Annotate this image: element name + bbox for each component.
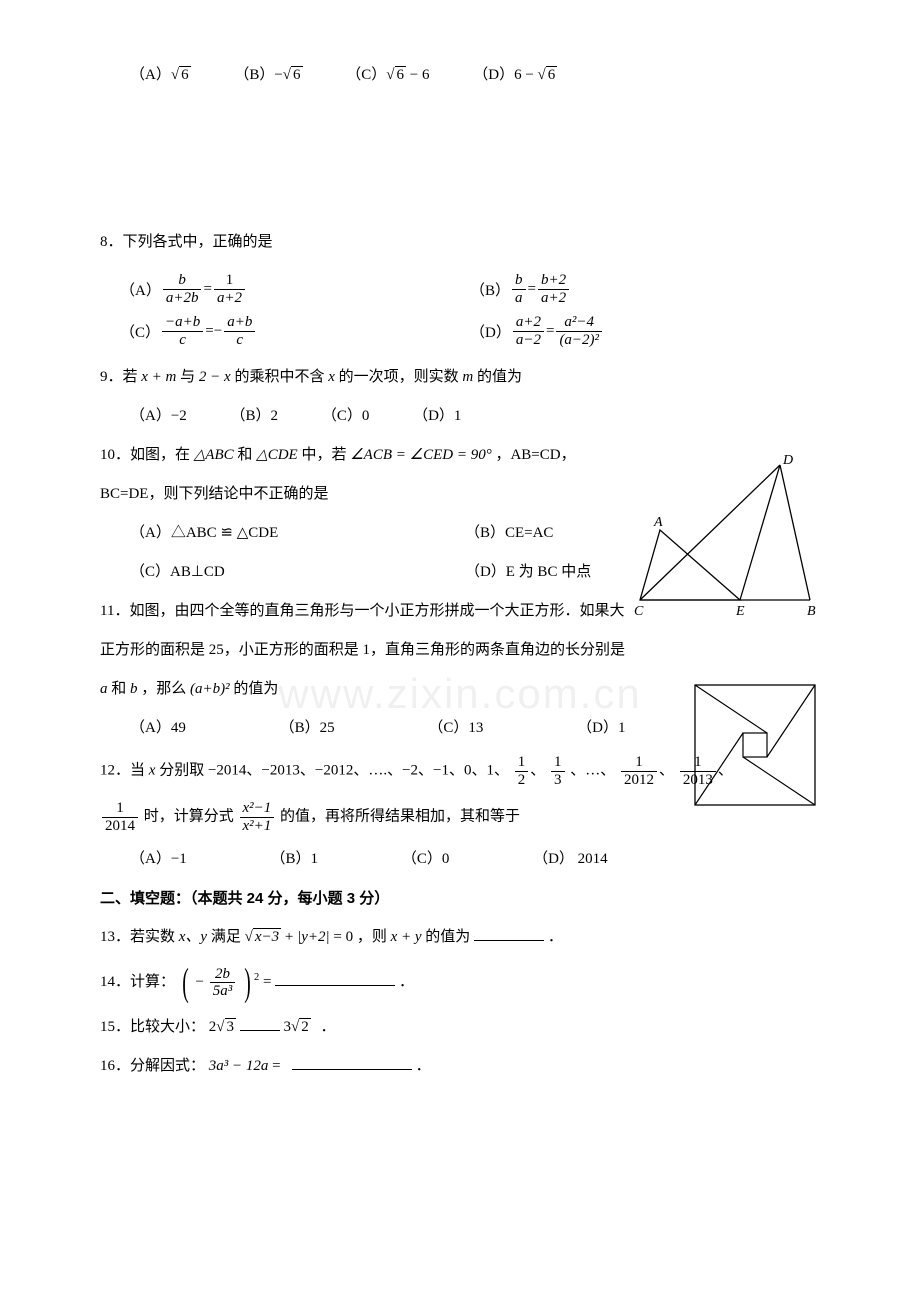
q7-options: （A）√6 （B）−√6 （C）√6 − 6 （D）6 − √6 (130, 62, 820, 89)
q16: 16．分解因式： 3a³ − 12a = ． (100, 1053, 820, 1080)
q14: 14．计算： ( − 2b5a³ )2 = ． (100, 963, 820, 1002)
q9-lead: 9．若 x + m 与 2 − x 的乘积中不含 x 的一次项，则实数 m 的值… (100, 364, 820, 391)
q8-B-label: （B） (470, 279, 510, 300)
q8-D-label: （D） (470, 321, 511, 342)
q9-opt-C: （C）0 (322, 403, 370, 430)
svg-text:A: A (653, 515, 663, 530)
svg-text:B: B (807, 604, 816, 619)
q11-opt-C: （C）13 (428, 715, 483, 742)
q11-opt-D: （D）1 (577, 715, 625, 742)
q11-opt-A: （A）49 (130, 715, 186, 742)
q16-blank[interactable] (292, 1054, 412, 1070)
q11-lead-2: 正方形的面积是 25，小正方形的面积是 1，直角三角形的两条直角边的长分别是 (100, 637, 820, 664)
q15: 15．比较大小： 2√3 3√2 ． (100, 1014, 820, 1041)
svg-text:C: C (634, 604, 644, 619)
q7-opt-B: （B）−√6 (234, 62, 302, 89)
q11-opt-B: （B）25 (280, 715, 335, 742)
q15-blank[interactable] (240, 1015, 280, 1031)
section2-heading: 二、填空题：（本题共 24 分，每小题 3 分） (100, 885, 820, 912)
q8-C-label: （C） (120, 321, 160, 342)
q9-opt-D: （D）1 (413, 403, 461, 430)
q11-figure (690, 680, 820, 815)
svg-text:E: E (735, 604, 745, 619)
svg-text:D: D (782, 453, 793, 468)
q8-options: （A） ba+2b = 1a+2 （B） ba = b+2a+2 （C） −a+… (120, 268, 820, 352)
q8-lead: 8．下列各式中，正确的是 (100, 229, 820, 256)
q12-options: （A）−1 （B）1 （C）0 （D） 2014 (130, 846, 820, 873)
q8-opt-B: （B） ba = b+2a+2 (470, 272, 820, 306)
q9-opt-B: （B）2 (231, 403, 279, 430)
q10-opt-A: （A）△ABC ≌ △CDE (130, 520, 461, 547)
q7-opt-C: （C）√6 − 6 (346, 62, 429, 89)
q8-A-label: （A） (120, 279, 161, 300)
q8-opt-D: （D） a+2a−2 = a²−4(a−2)² (470, 314, 820, 348)
q9-opt-A: （A）−2 (130, 403, 187, 430)
q12-opt-B: （B）1 (271, 846, 319, 873)
q7-opt-A: （A）√6 (130, 62, 191, 89)
q7-opt-D: （D）6 − √6 (473, 62, 557, 89)
q12-opt-A: （A）−1 (130, 846, 187, 873)
q10-opt-C: （C）AB⊥CD (130, 559, 461, 586)
q8-opt-A: （A） ba+2b = 1a+2 (120, 272, 470, 306)
q13-blank[interactable] (474, 925, 544, 941)
q9-options: （A）−2 （B）2 （C）0 （D）1 (130, 403, 820, 430)
q12-opt-D: （D） 2014 (533, 846, 608, 873)
q13: 13．若实数 x、y 满足 √x−3 + |y+2| = 0 ，则 x + y … (100, 924, 820, 951)
q12-opt-C: （C）0 (402, 846, 450, 873)
q8-opt-C: （C） −a+bc = − a+bc (120, 314, 470, 348)
q10-figure: A D C E B (630, 450, 820, 625)
q14-blank[interactable] (275, 970, 395, 986)
